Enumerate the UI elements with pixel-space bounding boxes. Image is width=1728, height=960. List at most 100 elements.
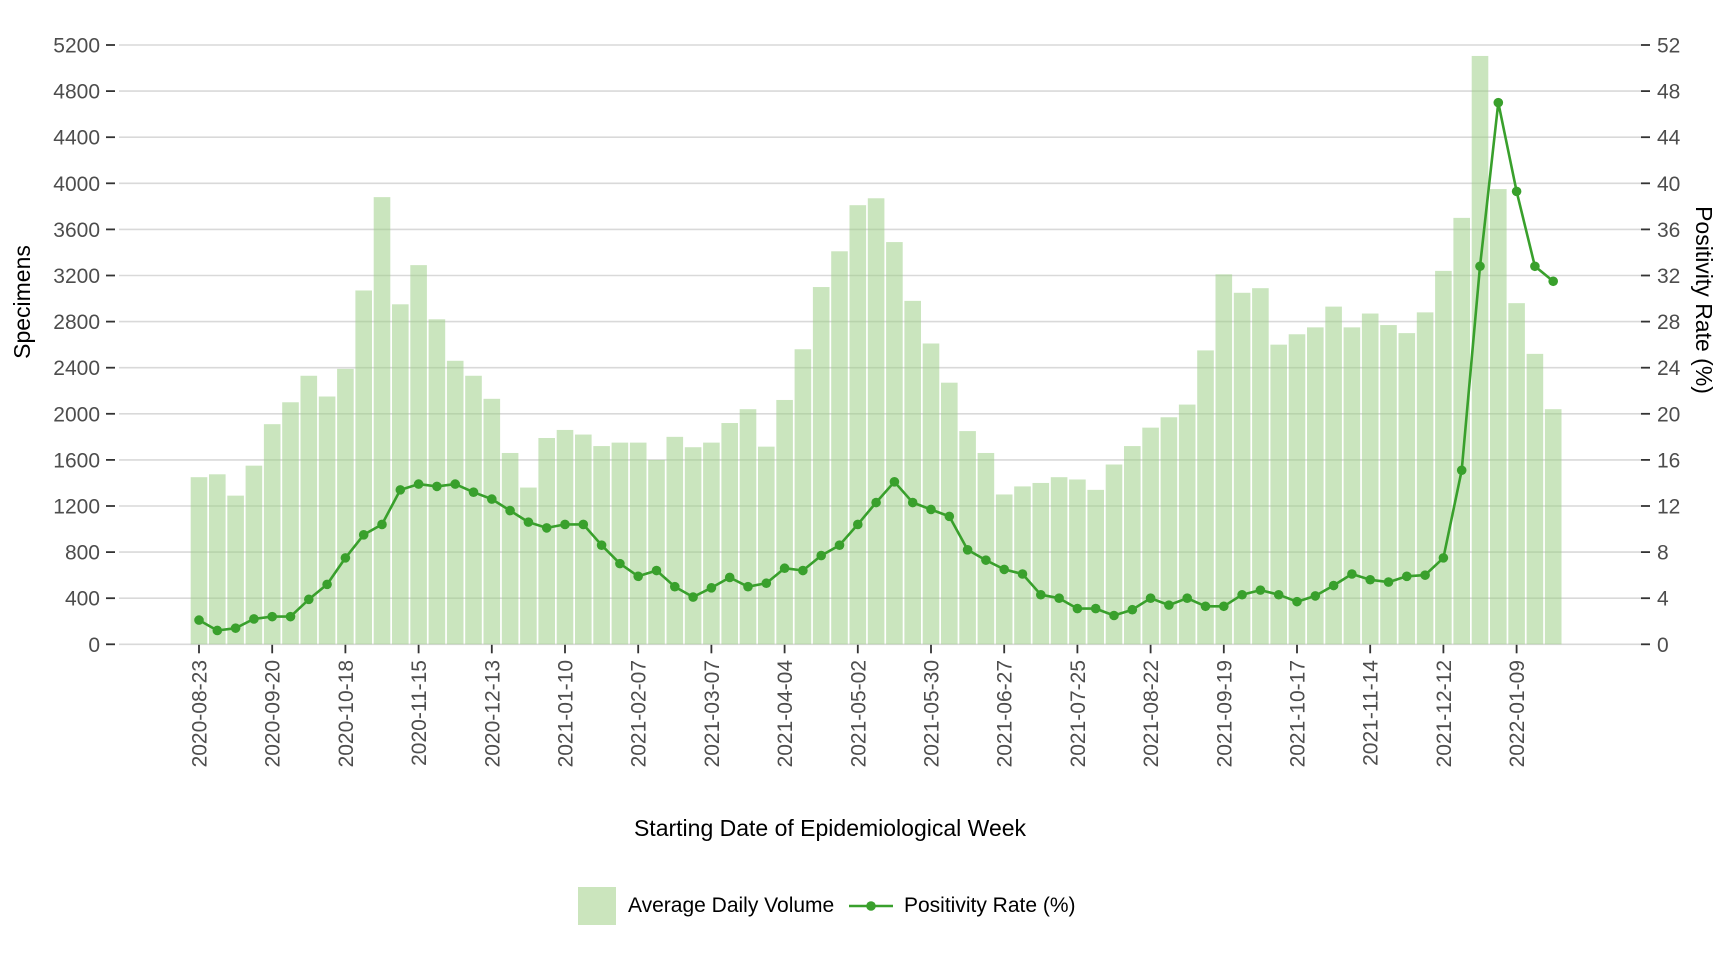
volume-bar-2022-01-02 — [1490, 189, 1507, 645]
volume-bar-2021-05-09 — [867, 198, 885, 645]
positivity-point-2021-06-06 — [944, 511, 955, 522]
positivity-point-2022-01-16 — [1530, 261, 1540, 272]
volume-bar-2021-06-13 — [959, 431, 976, 645]
volume-bar-2021-03-21 — [739, 409, 757, 645]
positivity-point-2021-10-10 — [1273, 589, 1284, 600]
volume-bar-2021-07-11 — [1032, 482, 1050, 645]
positivity-point-2021-08-29 — [1164, 600, 1174, 610]
volume-bar-2021-11-14 — [1361, 313, 1379, 645]
positivity-point-2021-08-15 — [1127, 604, 1138, 615]
right-tick-label-8: 8 — [1657, 542, 1669, 565]
right-tick-label-20: 20 — [1657, 403, 1680, 426]
positivity-point-2020-08-23 — [194, 615, 204, 625]
volume-bar-2020-11-01 — [373, 197, 391, 645]
volume-bar-2021-06-20 — [977, 452, 995, 645]
x-tick-label-2020-10-18: 2020-10-18 — [335, 660, 358, 767]
volume-bar-2020-11-29 — [446, 360, 464, 645]
positivity-point-2021-03-21 — [743, 581, 753, 592]
volume-bar-2020-10-04 — [300, 375, 318, 645]
volume-bar-2021-11-28 — [1398, 333, 1416, 645]
positivity-point-2021-06-20 — [981, 555, 991, 565]
positivity-point-2021-08-22 — [1145, 593, 1156, 603]
positivity-point-2021-05-09 — [871, 497, 881, 508]
positivity-point-2021-04-11 — [798, 565, 808, 576]
volume-bar-2021-02-14 — [648, 459, 665, 645]
positivity-point-2021-02-28 — [688, 592, 698, 602]
x-tick-label-2021-11-14: 2021-11-14 — [1360, 660, 1383, 766]
volume-bar-2021-09-19 — [1215, 274, 1233, 645]
positivity-point-2020-10-04 — [304, 594, 314, 605]
volume-bar-2021-02-28 — [684, 447, 702, 645]
volume-bar-2020-12-13 — [483, 398, 501, 645]
volume-bar-2021-01-10 — [556, 429, 574, 645]
right-tick-label-28: 28 — [1657, 311, 1680, 334]
x-tick-label-2021-06-27: 2021-06-27 — [994, 660, 1017, 767]
positivity-point-2021-02-07 — [633, 571, 643, 582]
right-tick-label-16: 16 — [1657, 449, 1680, 472]
volume-bar-2021-01-31 — [611, 442, 629, 645]
positivity-point-2021-07-04 — [1017, 569, 1028, 579]
positivity-point-2021-12-26 — [1475, 261, 1485, 272]
x-tick-label-2021-02-07: 2021-02-07 — [628, 660, 651, 767]
x-tick-label-2021-09-19: 2021-09-19 — [1213, 660, 1236, 767]
x-tick-label-2021-12-12: 2021-12-12 — [1433, 660, 1456, 767]
left-tick-label-5200: 5200 — [53, 35, 100, 58]
positivity-point-2020-09-27 — [285, 611, 296, 622]
volume-bar-2021-10-17 — [1288, 334, 1306, 645]
positivity-point-2021-07-18 — [1054, 593, 1064, 603]
positivity-point-2021-06-27 — [999, 564, 1009, 575]
right-tick-label-0: 0 — [1657, 634, 1669, 657]
volume-bar-2020-08-23 — [190, 477, 208, 645]
positivity-point-2021-04-04 — [779, 563, 790, 574]
volume-bar-2021-10-10 — [1270, 344, 1287, 645]
positivity-point-2021-07-25 — [1072, 603, 1083, 614]
volume-bar-2021-04-11 — [794, 349, 812, 645]
left-tick-label-0: 0 — [88, 634, 100, 657]
left-tick-label-1200: 1200 — [53, 496, 100, 519]
volume-bar-2021-03-14 — [721, 423, 738, 645]
legend-item-volume: Average Daily Volume — [578, 884, 834, 928]
volume-bar-2021-08-01 — [1087, 489, 1104, 645]
positivity-point-2020-09-06 — [230, 623, 241, 633]
positivity-point-2020-09-13 — [249, 614, 259, 624]
left-tick-label-2400: 2400 — [53, 357, 100, 380]
positivity-point-2021-01-17 — [578, 519, 589, 530]
volume-bar-2021-10-03 — [1252, 288, 1269, 645]
positivity-point-2021-05-02 — [853, 519, 863, 530]
positivity-point-2021-08-01 — [1090, 603, 1101, 614]
legend-item-positivity: Positivity Rate (%) — [848, 884, 1076, 928]
x-tick-label-2021-01-10: 2021-01-10 — [555, 660, 578, 767]
x-tick-label-2021-03-07: 2021-03-07 — [701, 660, 724, 767]
volume-bar-2021-01-17 — [575, 434, 592, 645]
positivity-point-2021-09-12 — [1200, 601, 1211, 612]
left-tick-label-3200: 3200 — [53, 265, 100, 288]
volume-bar-2021-08-22 — [1142, 427, 1159, 645]
positivity-point-2020-11-29 — [450, 479, 461, 489]
positivity-line — [194, 97, 1558, 636]
positivity-point-2021-03-28 — [761, 578, 772, 589]
positivity-point-2022-01-09 — [1511, 186, 1522, 197]
right-tick-label-40: 40 — [1657, 173, 1680, 196]
positivity-point-2021-11-14 — [1365, 574, 1375, 585]
volume-bar-2020-09-27 — [282, 402, 299, 645]
positivity-point-2020-10-25 — [358, 530, 369, 540]
positivity-point-2021-01-24 — [596, 540, 607, 550]
positivity-point-2021-10-31 — [1328, 580, 1339, 591]
volume-bar-2021-09-12 — [1197, 350, 1214, 645]
positivity-point-2020-09-20 — [267, 611, 278, 622]
volume-bar-2021-03-28 — [758, 446, 775, 645]
positivity-point-2020-12-20 — [505, 505, 515, 516]
positivity-point-2020-11-01 — [377, 519, 387, 530]
volume-bar-2021-08-15 — [1124, 446, 1141, 645]
x-tick-label-2021-04-04: 2021-04-04 — [774, 660, 797, 768]
x-tick-label-2021-10-17: 2021-10-17 — [1287, 660, 1310, 767]
positivity-point-2021-12-05 — [1420, 570, 1430, 580]
volume-bar-2021-02-21 — [666, 436, 684, 645]
volume-bar-2021-08-29 — [1160, 417, 1178, 645]
positivity-point-2020-11-08 — [395, 485, 406, 495]
volume-bar-2021-12-12 — [1435, 270, 1452, 645]
volume-bars — [190, 55, 1562, 645]
volume-bar-2021-10-31 — [1325, 306, 1342, 645]
volume-bar-2022-01-09 — [1508, 303, 1525, 645]
